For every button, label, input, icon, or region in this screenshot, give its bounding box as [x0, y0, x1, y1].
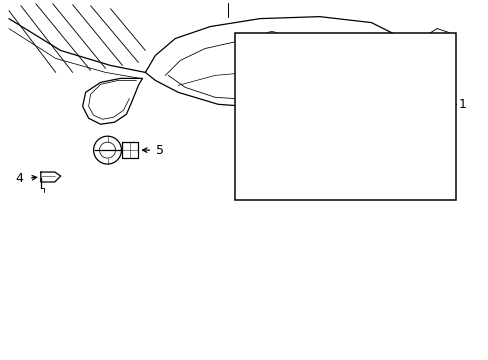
Text: 2: 2 — [353, 100, 361, 113]
Text: 4: 4 — [15, 171, 23, 185]
Text: 1: 1 — [458, 98, 466, 111]
Text: 5: 5 — [156, 144, 164, 157]
Text: 3: 3 — [271, 62, 279, 75]
Bar — [235, 32, 455, 200]
